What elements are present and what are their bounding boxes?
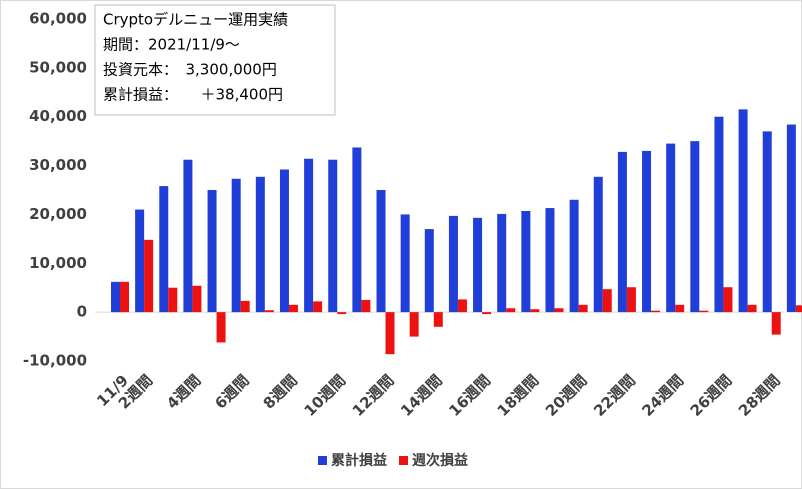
bar	[135, 209, 145, 313]
bar	[183, 159, 193, 313]
y-tick-label: 60,000	[29, 10, 87, 28]
bar	[762, 131, 772, 313]
bar	[361, 299, 371, 313]
bar	[168, 287, 178, 313]
y-tick-label: 0	[77, 303, 87, 321]
bar	[385, 312, 395, 355]
annotation-line: 期間：2021/11/9～	[103, 36, 240, 54]
bar	[738, 109, 748, 313]
bar	[714, 116, 724, 313]
y-tick-label: -10,000	[23, 352, 87, 370]
bar	[120, 281, 129, 313]
bar	[207, 190, 217, 313]
bar	[409, 312, 419, 337]
bar	[569, 199, 579, 313]
bar	[545, 208, 555, 313]
bar	[279, 169, 289, 313]
bar	[473, 217, 483, 313]
bar	[255, 176, 265, 313]
bar	[602, 289, 612, 313]
bar	[288, 304, 298, 313]
legend-swatch	[318, 456, 327, 465]
bar	[771, 312, 781, 335]
bar	[192, 285, 202, 313]
bar	[482, 312, 492, 315]
legend-label: 累計損益	[331, 452, 387, 469]
bar	[617, 151, 627, 313]
bar	[723, 287, 733, 313]
bar	[216, 312, 226, 343]
annotation-line: 投資元本： 3,300,000円	[103, 61, 277, 79]
bar	[747, 304, 757, 313]
bar	[795, 305, 802, 313]
bar	[337, 312, 347, 315]
bar	[554, 308, 564, 313]
annotation-line: 累計損益： ＋38,400円	[103, 86, 283, 104]
bar	[376, 190, 386, 313]
bar	[506, 308, 516, 313]
bar	[666, 143, 676, 313]
legend-swatch	[399, 456, 408, 465]
bar	[240, 300, 250, 313]
annotation-box	[94, 4, 336, 116]
bar	[328, 159, 338, 313]
bar	[159, 186, 169, 313]
bar	[313, 301, 323, 313]
bar	[424, 229, 434, 313]
bar	[400, 214, 410, 313]
bar	[530, 309, 540, 313]
bar	[651, 310, 661, 313]
y-tick-label: 50,000	[29, 58, 87, 76]
bar	[497, 213, 507, 313]
bar	[626, 287, 636, 313]
bar	[448, 215, 458, 313]
legend-label: 週次損益	[412, 452, 468, 469]
bar	[111, 281, 120, 313]
bar	[690, 141, 700, 313]
bar	[457, 299, 467, 313]
y-tick-label: 20,000	[29, 205, 87, 223]
bar	[144, 239, 154, 313]
y-tick-label: 40,000	[29, 107, 87, 125]
bar	[521, 211, 531, 313]
bar	[231, 178, 241, 313]
bar	[642, 150, 652, 313]
y-tick-label: 30,000	[29, 156, 87, 174]
bar	[593, 176, 603, 313]
bar	[699, 310, 709, 313]
annotation-line: Cryptoデルニュー運用実績	[103, 11, 288, 29]
bar	[578, 304, 588, 313]
bar	[675, 304, 685, 313]
bar	[433, 312, 443, 327]
bar	[786, 124, 796, 313]
bar	[304, 158, 314, 313]
bar	[264, 310, 274, 313]
y-tick-label: 10,000	[29, 254, 87, 272]
bar	[352, 147, 362, 313]
